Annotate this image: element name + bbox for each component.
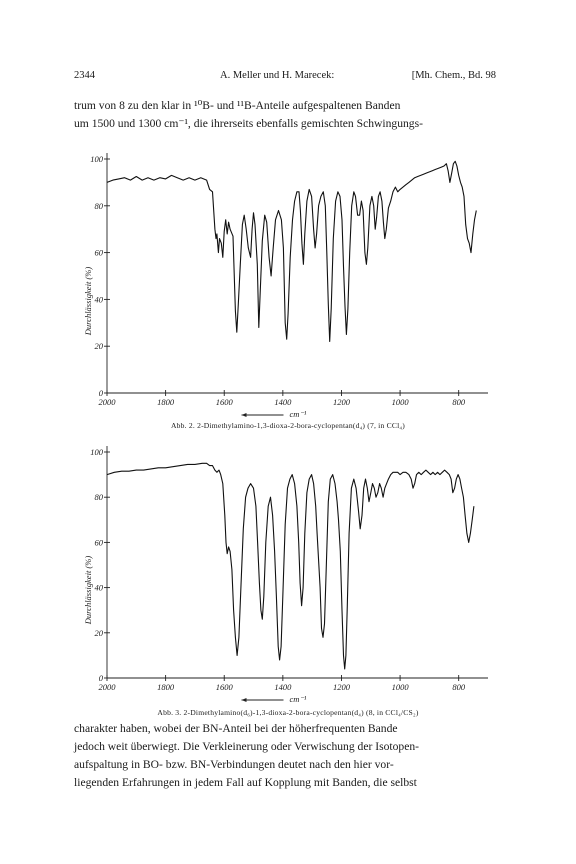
y-tick-label: 20 bbox=[95, 341, 104, 351]
x-tick-label: 2000 bbox=[99, 682, 117, 692]
paragraph-bottom-line: aufspaltung in BO- bzw. BN-Verbindungen … bbox=[74, 758, 394, 771]
page-number: 2344 bbox=[74, 70, 95, 81]
y-tick-label: 40 bbox=[95, 294, 104, 304]
y-tick-label: 40 bbox=[95, 583, 104, 593]
y-tick-label: 60 bbox=[95, 537, 104, 547]
paragraph-bottom-line: charakter haben, wobei der BN-Anteil bei… bbox=[74, 722, 398, 735]
x-tick-label: 1000 bbox=[392, 682, 410, 692]
x-tick-label: 1200 bbox=[333, 397, 351, 407]
paragraph-top: trum von 8 zu den klar in ¹⁰B- und ¹¹B-A… bbox=[74, 97, 497, 133]
y-tick-label: 0 bbox=[99, 673, 104, 683]
paragraph-bottom-line: jedoch weit überwiegt. Die Verkleinerung… bbox=[74, 740, 420, 753]
x-tick-label: 800 bbox=[452, 682, 466, 692]
x-tick-label: 1400 bbox=[274, 682, 292, 692]
x-tick-label: 1600 bbox=[216, 682, 234, 692]
x-tick-label: 1800 bbox=[157, 397, 175, 407]
x-axis-arrowhead bbox=[241, 698, 247, 702]
y-tick-label: 100 bbox=[90, 447, 104, 457]
paragraph-bottom: charakter haben, wobei der BN-Anteil bei… bbox=[74, 720, 497, 792]
y-tick-label: 20 bbox=[95, 628, 104, 638]
spectrum-line bbox=[106, 462, 475, 670]
x-tick-label: 2000 bbox=[99, 397, 117, 407]
y-tick-label: 80 bbox=[95, 492, 104, 502]
y-tick-label: 100 bbox=[90, 154, 104, 164]
y-tick-label: 0 bbox=[99, 388, 104, 398]
x-axis-label: cm⁻¹ bbox=[290, 409, 307, 419]
running-head-journal: [Mh. Chem., Bd. 98 bbox=[411, 70, 496, 81]
x-axis-label: cm⁻¹ bbox=[290, 694, 307, 704]
figure-caption-abb2: Abb. 2. 2-Dimethylamino-1,3-dioxa-2-bora… bbox=[171, 421, 405, 430]
y-tick-label: 80 bbox=[95, 201, 104, 211]
x-tick-label: 1200 bbox=[333, 682, 351, 692]
running-head-authors: A. Meller und H. Marecek: bbox=[220, 70, 335, 81]
x-tick-label: 1600 bbox=[216, 397, 234, 407]
x-tick-label: 1000 bbox=[392, 397, 410, 407]
ir-spectrum-chart-abb3: 0 20 40 60 80 100 2000 1800 1600 1400 1200 1000 800 c… bbox=[83, 446, 488, 704]
paragraph-top-line: trum von 8 zu den klar in ¹⁰B- und ¹¹B-A… bbox=[74, 99, 401, 112]
y-axis-label: Durchlässigkeit (%) bbox=[83, 267, 93, 337]
ir-spectrum-chart-abb2: 0 20 40 60 80 100 2000 1800 1600 1400 1200 1000 800 c… bbox=[83, 153, 488, 419]
spectrum-line bbox=[106, 160, 477, 343]
y-axis-label: Durchlässigkeit (%) bbox=[83, 556, 93, 626]
x-axis-arrowhead bbox=[241, 413, 247, 417]
x-tick-label: 1400 bbox=[274, 397, 292, 407]
y-tick-label: 60 bbox=[95, 248, 104, 258]
paragraph-bottom-line: liegenden Erfahrungen in jedem Fall auf … bbox=[74, 776, 417, 789]
x-tick-label: 1800 bbox=[157, 682, 175, 692]
paragraph-top-line: um 1500 und 1300 cm⁻¹, die ihrerseits eb… bbox=[74, 117, 423, 130]
x-tick-label: 800 bbox=[452, 397, 466, 407]
figure-caption-abb3: Abb. 3. 2-Dimethylamino(d₆)-1,3-dioxa-2-… bbox=[157, 708, 419, 717]
